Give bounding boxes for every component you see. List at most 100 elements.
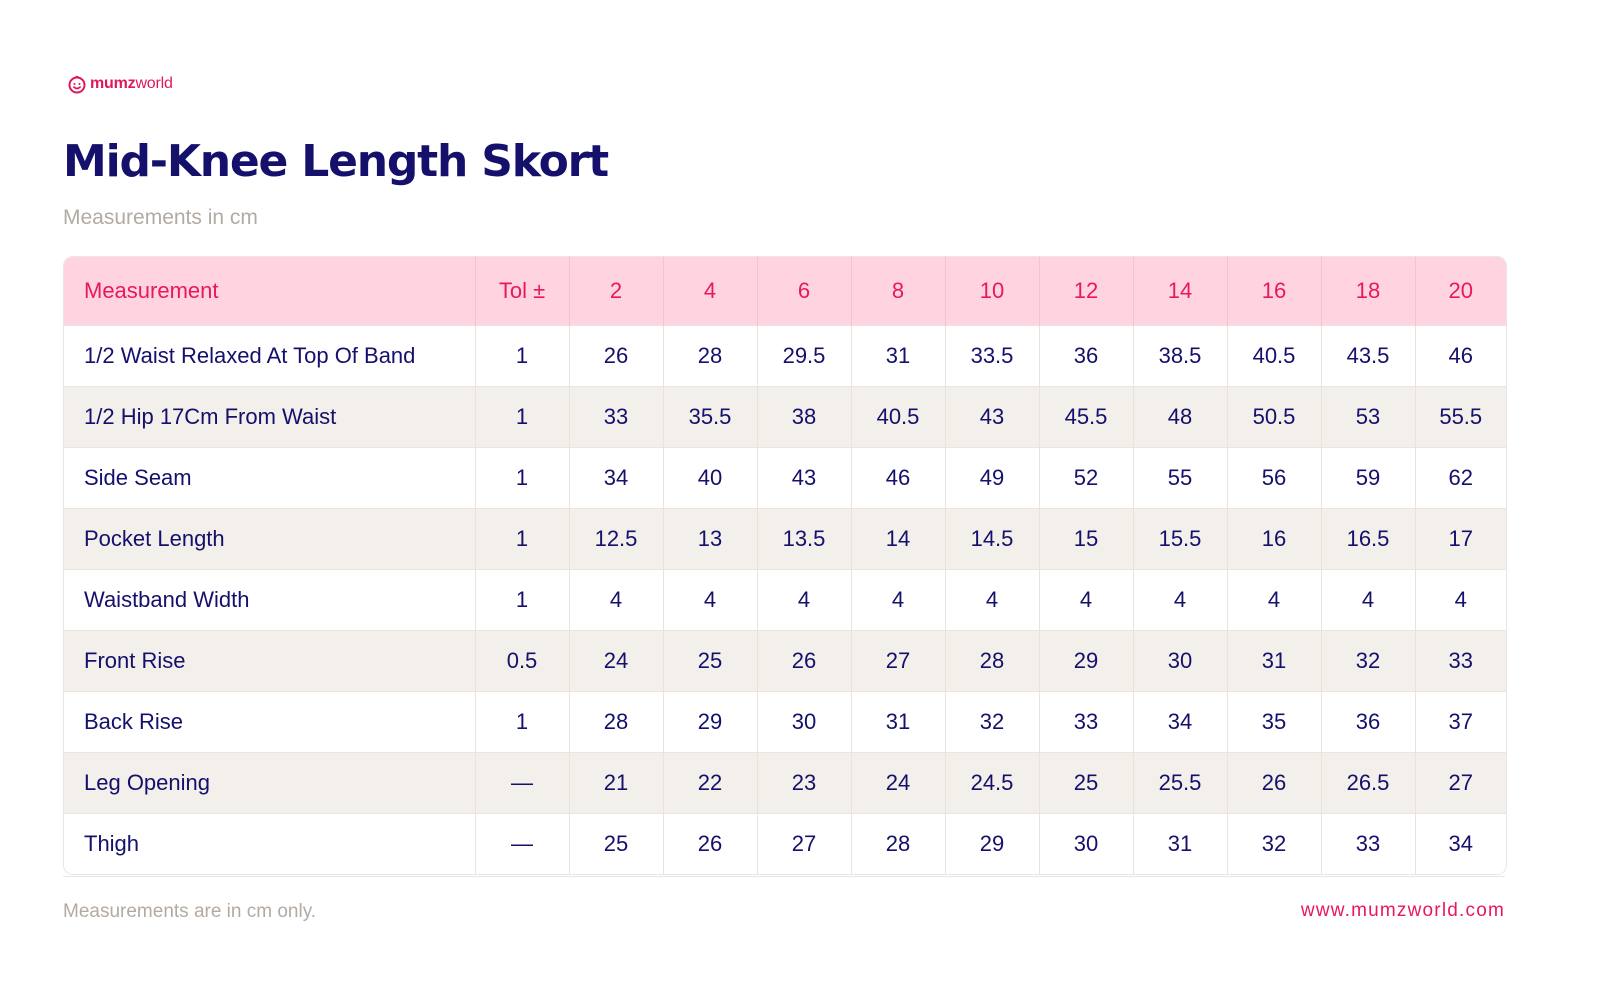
size-value-cell: 56 xyxy=(1226,446,1321,508)
size-value-cell: 30 xyxy=(1132,629,1227,691)
column-header-size: 6 xyxy=(756,257,851,325)
size-value-cell: 38 xyxy=(756,385,851,447)
size-value-cell: 34 xyxy=(568,446,663,508)
measurement-label: Front Rise xyxy=(64,629,475,691)
size-value-cell: 32 xyxy=(1226,812,1321,874)
brand-logo[interactable]: mumzworld xyxy=(67,74,173,94)
size-value-cell: 24 xyxy=(850,751,945,813)
page-subtitle: Measurements in cm xyxy=(63,206,258,229)
size-value-cell: 33 xyxy=(1320,812,1415,874)
size-value-cell: 31 xyxy=(1226,629,1321,691)
tolerance-cell: 0.5 xyxy=(474,629,569,691)
size-value-cell: 33 xyxy=(1038,690,1133,752)
size-value-cell: 12.5 xyxy=(568,507,663,569)
size-value-cell: 29 xyxy=(662,690,757,752)
footer-divider xyxy=(63,876,1505,877)
table-row: Pocket Length 1 12.5 13 13.5 14 14.5 15 15.5 16 16… xyxy=(64,507,1506,569)
size-value-cell: 43 xyxy=(944,385,1039,447)
size-value-cell: 46 xyxy=(850,446,945,508)
size-chart-table-container: Measurement Tol ±2 4 6 8 10 12 14 16 18 20 1/2 Wai… xyxy=(63,256,1507,875)
tolerance-cell: 1 xyxy=(474,507,569,569)
size-value-cell: 24.5 xyxy=(944,751,1039,813)
size-value-cell: 16.5 xyxy=(1320,507,1415,569)
size-value-cell: 25 xyxy=(568,812,663,874)
tolerance-cell: — xyxy=(474,812,569,874)
size-value-cell: 40.5 xyxy=(850,385,945,447)
size-value-cell: 4 xyxy=(944,568,1039,630)
size-value-cell: 29 xyxy=(1038,629,1133,691)
size-value-cell: 4 xyxy=(756,568,851,630)
page-title: Mid-Knee Length Skort xyxy=(63,136,609,187)
table-row: Leg Opening —21 22 23 24 24.5 25 25.5 26 26.5 27 xyxy=(64,751,1506,813)
size-value-cell: 35 xyxy=(1226,690,1321,752)
column-header-tolerance: Tol ± xyxy=(474,257,569,325)
size-value-cell: 16 xyxy=(1226,507,1321,569)
size-value-cell: 49 xyxy=(944,446,1039,508)
size-value-cell: 37 xyxy=(1414,690,1506,752)
size-value-cell: 46 xyxy=(1414,324,1506,386)
size-value-cell: 55.5 xyxy=(1414,385,1506,447)
size-value-cell: 28 xyxy=(850,812,945,874)
measurement-label: Thigh xyxy=(64,812,475,874)
size-value-cell: 31 xyxy=(850,690,945,752)
size-value-cell: 26 xyxy=(662,812,757,874)
size-value-cell: 40.5 xyxy=(1226,324,1321,386)
tolerance-cell: — xyxy=(474,751,569,813)
size-value-cell: 13 xyxy=(662,507,757,569)
measurement-label: Waistband Width xyxy=(64,568,475,630)
column-header-size: 4 xyxy=(662,257,757,325)
footer-note: Measurements are in cm only. xyxy=(63,901,317,922)
size-value-cell: 53 xyxy=(1320,385,1415,447)
size-value-cell: 27 xyxy=(1414,751,1506,813)
tolerance-cell: 1 xyxy=(474,324,569,386)
size-value-cell: 29.5 xyxy=(756,324,851,386)
size-value-cell: 30 xyxy=(1038,812,1133,874)
size-value-cell: 4 xyxy=(1226,568,1321,630)
size-value-cell: 15.5 xyxy=(1132,507,1227,569)
size-value-cell: 28 xyxy=(662,324,757,386)
size-value-cell: 35.5 xyxy=(662,385,757,447)
tolerance-cell: 1 xyxy=(474,690,569,752)
size-value-cell: 31 xyxy=(850,324,945,386)
size-value-cell: 29 xyxy=(944,812,1039,874)
size-value-cell: 4 xyxy=(1320,568,1415,630)
size-value-cell: 13.5 xyxy=(756,507,851,569)
size-value-cell: 43 xyxy=(756,446,851,508)
size-value-cell: 33.5 xyxy=(944,324,1039,386)
measurement-label: 1/2 Hip 17Cm From Waist xyxy=(64,385,475,447)
measurement-label: Back Rise xyxy=(64,690,475,752)
size-value-cell: 38.5 xyxy=(1132,324,1227,386)
size-value-cell: 26 xyxy=(1226,751,1321,813)
size-value-cell: 26 xyxy=(568,324,663,386)
table-row: Front Rise 0.5 24 25 26 27 28 29 30 31 32 33 xyxy=(64,629,1506,691)
size-value-cell: 55 xyxy=(1132,446,1227,508)
size-value-cell: 26.5 xyxy=(1320,751,1415,813)
size-value-cell: 45.5 xyxy=(1038,385,1133,447)
size-value-cell: 14 xyxy=(850,507,945,569)
size-value-cell: 23 xyxy=(756,751,851,813)
size-value-cell: 31 xyxy=(1132,812,1227,874)
measurement-label: Pocket Length xyxy=(64,507,475,569)
size-value-cell: 26 xyxy=(756,629,851,691)
size-value-cell: 48 xyxy=(1132,385,1227,447)
table-row: Waistband Width 1 4 4 4 4 4 4 4 4 4 4 xyxy=(64,568,1506,630)
column-header-size: 10 xyxy=(944,257,1039,325)
size-value-cell: 4 xyxy=(1414,568,1506,630)
column-header-size: 12 xyxy=(1038,257,1133,325)
table-row: 1/2 Waist Relaxed At Top Of Band 1 26 28 29.… xyxy=(64,324,1506,386)
size-value-cell: 28 xyxy=(944,629,1039,691)
table-row: Back Rise 1 28 29 30 31 32 33 34 35 36 37 xyxy=(64,690,1506,752)
size-value-cell: 25 xyxy=(662,629,757,691)
footer-website-link[interactable]: www.mumzworld.com xyxy=(1300,900,1505,921)
size-value-cell: 24 xyxy=(568,629,663,691)
tolerance-cell: 1 xyxy=(474,385,569,447)
size-value-cell: 21 xyxy=(568,751,663,813)
size-value-cell: 36 xyxy=(1038,324,1133,386)
smiley-face-icon xyxy=(68,75,86,94)
size-value-cell: 14.5 xyxy=(944,507,1039,569)
table-body: 1/2 Waist Relaxed At Top Of Band 1 26 28 29.… xyxy=(64,324,1506,874)
tolerance-cell: 1 xyxy=(474,446,569,508)
size-chart-table: Measurement Tol ±2 4 6 8 10 12 14 16 18 20 1/2 Wai… xyxy=(64,257,1506,874)
size-value-cell: 33 xyxy=(568,385,663,447)
size-value-cell: 4 xyxy=(568,568,663,630)
